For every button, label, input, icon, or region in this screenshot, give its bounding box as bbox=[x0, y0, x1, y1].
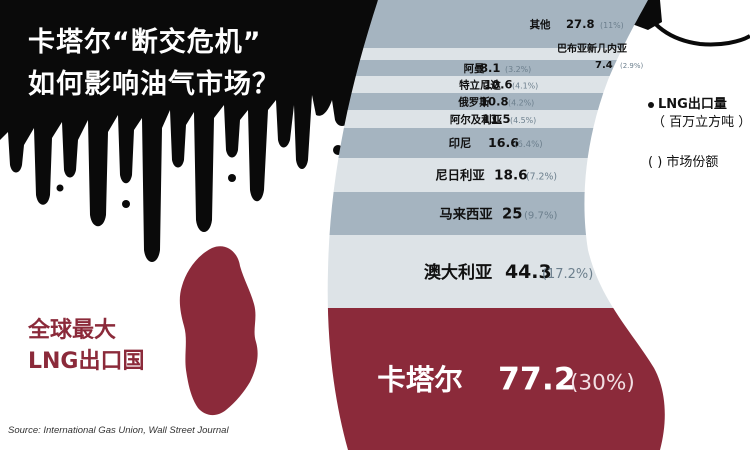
legend-share-symbol: ( ) bbox=[648, 155, 663, 170]
country-value: 18.6 bbox=[494, 168, 528, 184]
country-value: 8.1 bbox=[480, 61, 500, 75]
oil-droplet bbox=[56, 184, 64, 192]
country-labels: 其他 27.8 (11%) 巴布亚新几内亚 7.4 (2.9%) 阿曼8.1 (3.2%) 特立… bbox=[377, 17, 643, 398]
country-value: 16.6 bbox=[488, 135, 519, 150]
qatar-map-silhouette bbox=[179, 246, 258, 416]
band-5 bbox=[327, 110, 665, 128]
country-value: 77.2 bbox=[498, 362, 576, 398]
country-name: 卡塔尔 bbox=[377, 364, 463, 397]
legend-volume-unit: （ 百万立方吨 ） bbox=[652, 115, 750, 130]
band-10 bbox=[327, 308, 665, 450]
country-name: 其他 bbox=[530, 18, 551, 31]
legend-share: ( ) 市场份额 bbox=[648, 151, 718, 170]
country-name: 特立尼达 bbox=[459, 78, 501, 91]
chart-title-line2: 如何影响油气市场？ bbox=[28, 69, 280, 100]
oil-drip-shape bbox=[0, 0, 378, 262]
country-name: 阿曼 bbox=[464, 62, 485, 75]
country-value: 27.8 bbox=[566, 17, 595, 31]
oil-droplet bbox=[228, 174, 236, 182]
country-share: (17.2%) bbox=[542, 267, 593, 282]
country-share: (4.5%) bbox=[510, 116, 536, 125]
band-2 bbox=[327, 60, 665, 76]
country-value: 44.3 bbox=[505, 261, 552, 283]
legend-share-label: 市场份额 bbox=[666, 155, 719, 170]
band-8 bbox=[327, 192, 665, 235]
country-name: 俄罗斯 bbox=[457, 95, 490, 108]
country-value: 25 bbox=[502, 205, 522, 222]
band-3 bbox=[327, 76, 665, 93]
highlight-label-line1: 全球最大 bbox=[28, 318, 117, 343]
country-share: (4.1%) bbox=[512, 81, 538, 90]
country-value: 7.4 bbox=[595, 60, 613, 71]
country-value: 10.8 bbox=[480, 94, 509, 108]
country-name: 澳大利亚 bbox=[424, 262, 492, 283]
highlight-label-line2: LNG出口国 bbox=[28, 349, 145, 374]
country-share: (4.2%) bbox=[508, 98, 534, 107]
chart-title-line1: 卡塔尔“断交危机” bbox=[28, 27, 262, 58]
country-name: 印尼 bbox=[449, 136, 472, 150]
country-share: (7.2%) bbox=[526, 172, 557, 183]
country-share: (30%) bbox=[570, 371, 635, 396]
country-stack bbox=[327, 0, 665, 450]
band-4 bbox=[327, 93, 665, 110]
country-value: 11.5 bbox=[482, 112, 511, 126]
oil-droplet bbox=[122, 200, 130, 208]
band-0 bbox=[327, 0, 665, 48]
country-name: 阿尔及利亚 bbox=[450, 113, 503, 126]
source-note: Source: International Gas Union, Wall St… bbox=[8, 425, 229, 436]
band-1 bbox=[327, 48, 665, 60]
country-name: 巴布亚新几内亚 bbox=[557, 42, 627, 55]
band-9 bbox=[327, 235, 665, 308]
country-value: 10.6 bbox=[484, 77, 513, 91]
country-share: (11%) bbox=[600, 21, 624, 30]
country-share: (3.2%) bbox=[505, 65, 531, 74]
country-share: (2.9%) bbox=[620, 62, 644, 70]
legend-volume: LNG出口量 bbox=[648, 93, 727, 112]
country-share: (6.4%) bbox=[514, 140, 543, 150]
bullet-icon bbox=[648, 101, 654, 108]
country-share: (9.7%) bbox=[524, 210, 558, 221]
country-name: 尼日利亚 bbox=[435, 168, 485, 183]
legend-volume-label: LNG出口量 bbox=[658, 97, 727, 112]
country-name: 马来西亚 bbox=[439, 206, 492, 222]
